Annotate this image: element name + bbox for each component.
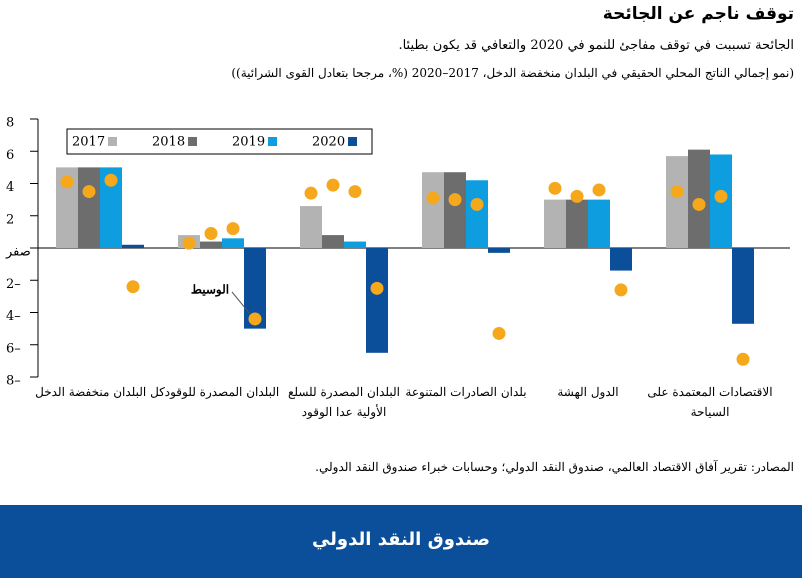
bar: [366, 248, 388, 353]
median-dot: [126, 280, 140, 294]
y-tick-label: صفر: [5, 245, 31, 260]
note: (نمو إجمالي الناتج المحلي الحقيقي في الب…: [231, 66, 794, 80]
y-tick-label: 8–: [6, 374, 21, 389]
category-label: البلدان المصدرة للسلع الأولية عدا الوقود: [287, 385, 401, 419]
median-dot: [326, 178, 340, 192]
median-dot: [204, 226, 218, 240]
median-dot: [470, 197, 484, 211]
y-tick-label: 2: [6, 212, 14, 227]
median-dot: [736, 352, 750, 366]
median-dot: [714, 189, 728, 203]
category-label: الدول الهشة: [557, 385, 619, 399]
median-dot: [370, 281, 384, 295]
median-dot: [492, 326, 506, 340]
bar: [300, 206, 322, 248]
bar: [122, 244, 144, 248]
y-tick-label: 8: [6, 116, 14, 131]
chart: 8– 6– 4– 2– صفر 2 4 6 8 الوسيط 2017 2018 2019 2020: [5, 116, 790, 389]
bar: [322, 235, 344, 248]
bar: [56, 167, 78, 248]
legend-label: 2020: [312, 135, 345, 150]
bar: [732, 248, 754, 324]
bar: [222, 238, 244, 248]
median-dot: [448, 193, 462, 207]
category-label: بلدان الصادرات المتنوعة: [405, 385, 527, 399]
bar: [488, 248, 510, 253]
median-dot: [182, 236, 196, 250]
bar: [344, 241, 366, 248]
median-dot: [548, 181, 562, 195]
legend-label: 2019: [232, 135, 265, 150]
bar: [422, 172, 444, 248]
annotation-arrow: [231, 291, 251, 315]
legend-label: 2017: [72, 135, 105, 150]
median-dot: [592, 183, 606, 197]
category-label: كل البلدان منخفضة الدخل: [35, 385, 165, 399]
median-dot: [670, 185, 684, 199]
legend-box: [66, 128, 373, 155]
legend-swatch: [188, 137, 197, 146]
median-dot: [60, 175, 74, 189]
y-tick-label: 4–: [6, 309, 21, 324]
bar: [666, 156, 688, 248]
title: توقف ناجم عن الجائحة: [602, 4, 794, 24]
y-tick-label: 6: [6, 148, 14, 163]
bar: [544, 199, 566, 248]
source: المصادر: تقرير آفاق الاقتصاد العالمي، صن…: [315, 460, 794, 474]
annotation: الوسيط: [191, 283, 229, 298]
median-dot: [348, 185, 362, 199]
y-tick-label: 6–: [6, 341, 21, 356]
bar: [588, 199, 610, 248]
bar: [610, 248, 632, 271]
banner-text: صندوق النقد الدولي: [311, 529, 491, 550]
median-dot: [226, 222, 240, 236]
legend-swatch: [268, 137, 277, 146]
bar: [444, 172, 466, 248]
bar: [100, 167, 122, 248]
median-dot: [304, 186, 318, 200]
median-dot: [82, 185, 96, 199]
median-dot: [614, 283, 628, 297]
median-dot: [248, 312, 262, 326]
subtitle: الجائحة تسببت في توقف مفاجئ للنمو في 202…: [398, 38, 794, 53]
y-tick-label: 4: [6, 180, 14, 195]
bar: [200, 241, 222, 248]
legend-swatch: [348, 137, 357, 146]
legend-swatch: [108, 137, 117, 146]
median-dot: [426, 191, 440, 205]
bar: [244, 248, 266, 329]
bar: [78, 167, 100, 248]
category-label: البلدان المصدرة للوقود: [164, 385, 280, 399]
category-label: الاقتصادات المعتمدة على السياحة: [647, 385, 773, 419]
median-dot: [104, 173, 118, 187]
banner: صندوق النقد الدولي: [0, 505, 802, 578]
legend-label: 2018: [152, 135, 185, 150]
median-dot: [692, 197, 706, 211]
y-tick-label: 2–: [6, 277, 21, 292]
bar: [466, 180, 488, 248]
median-dot: [570, 189, 584, 203]
bar: [566, 199, 588, 248]
